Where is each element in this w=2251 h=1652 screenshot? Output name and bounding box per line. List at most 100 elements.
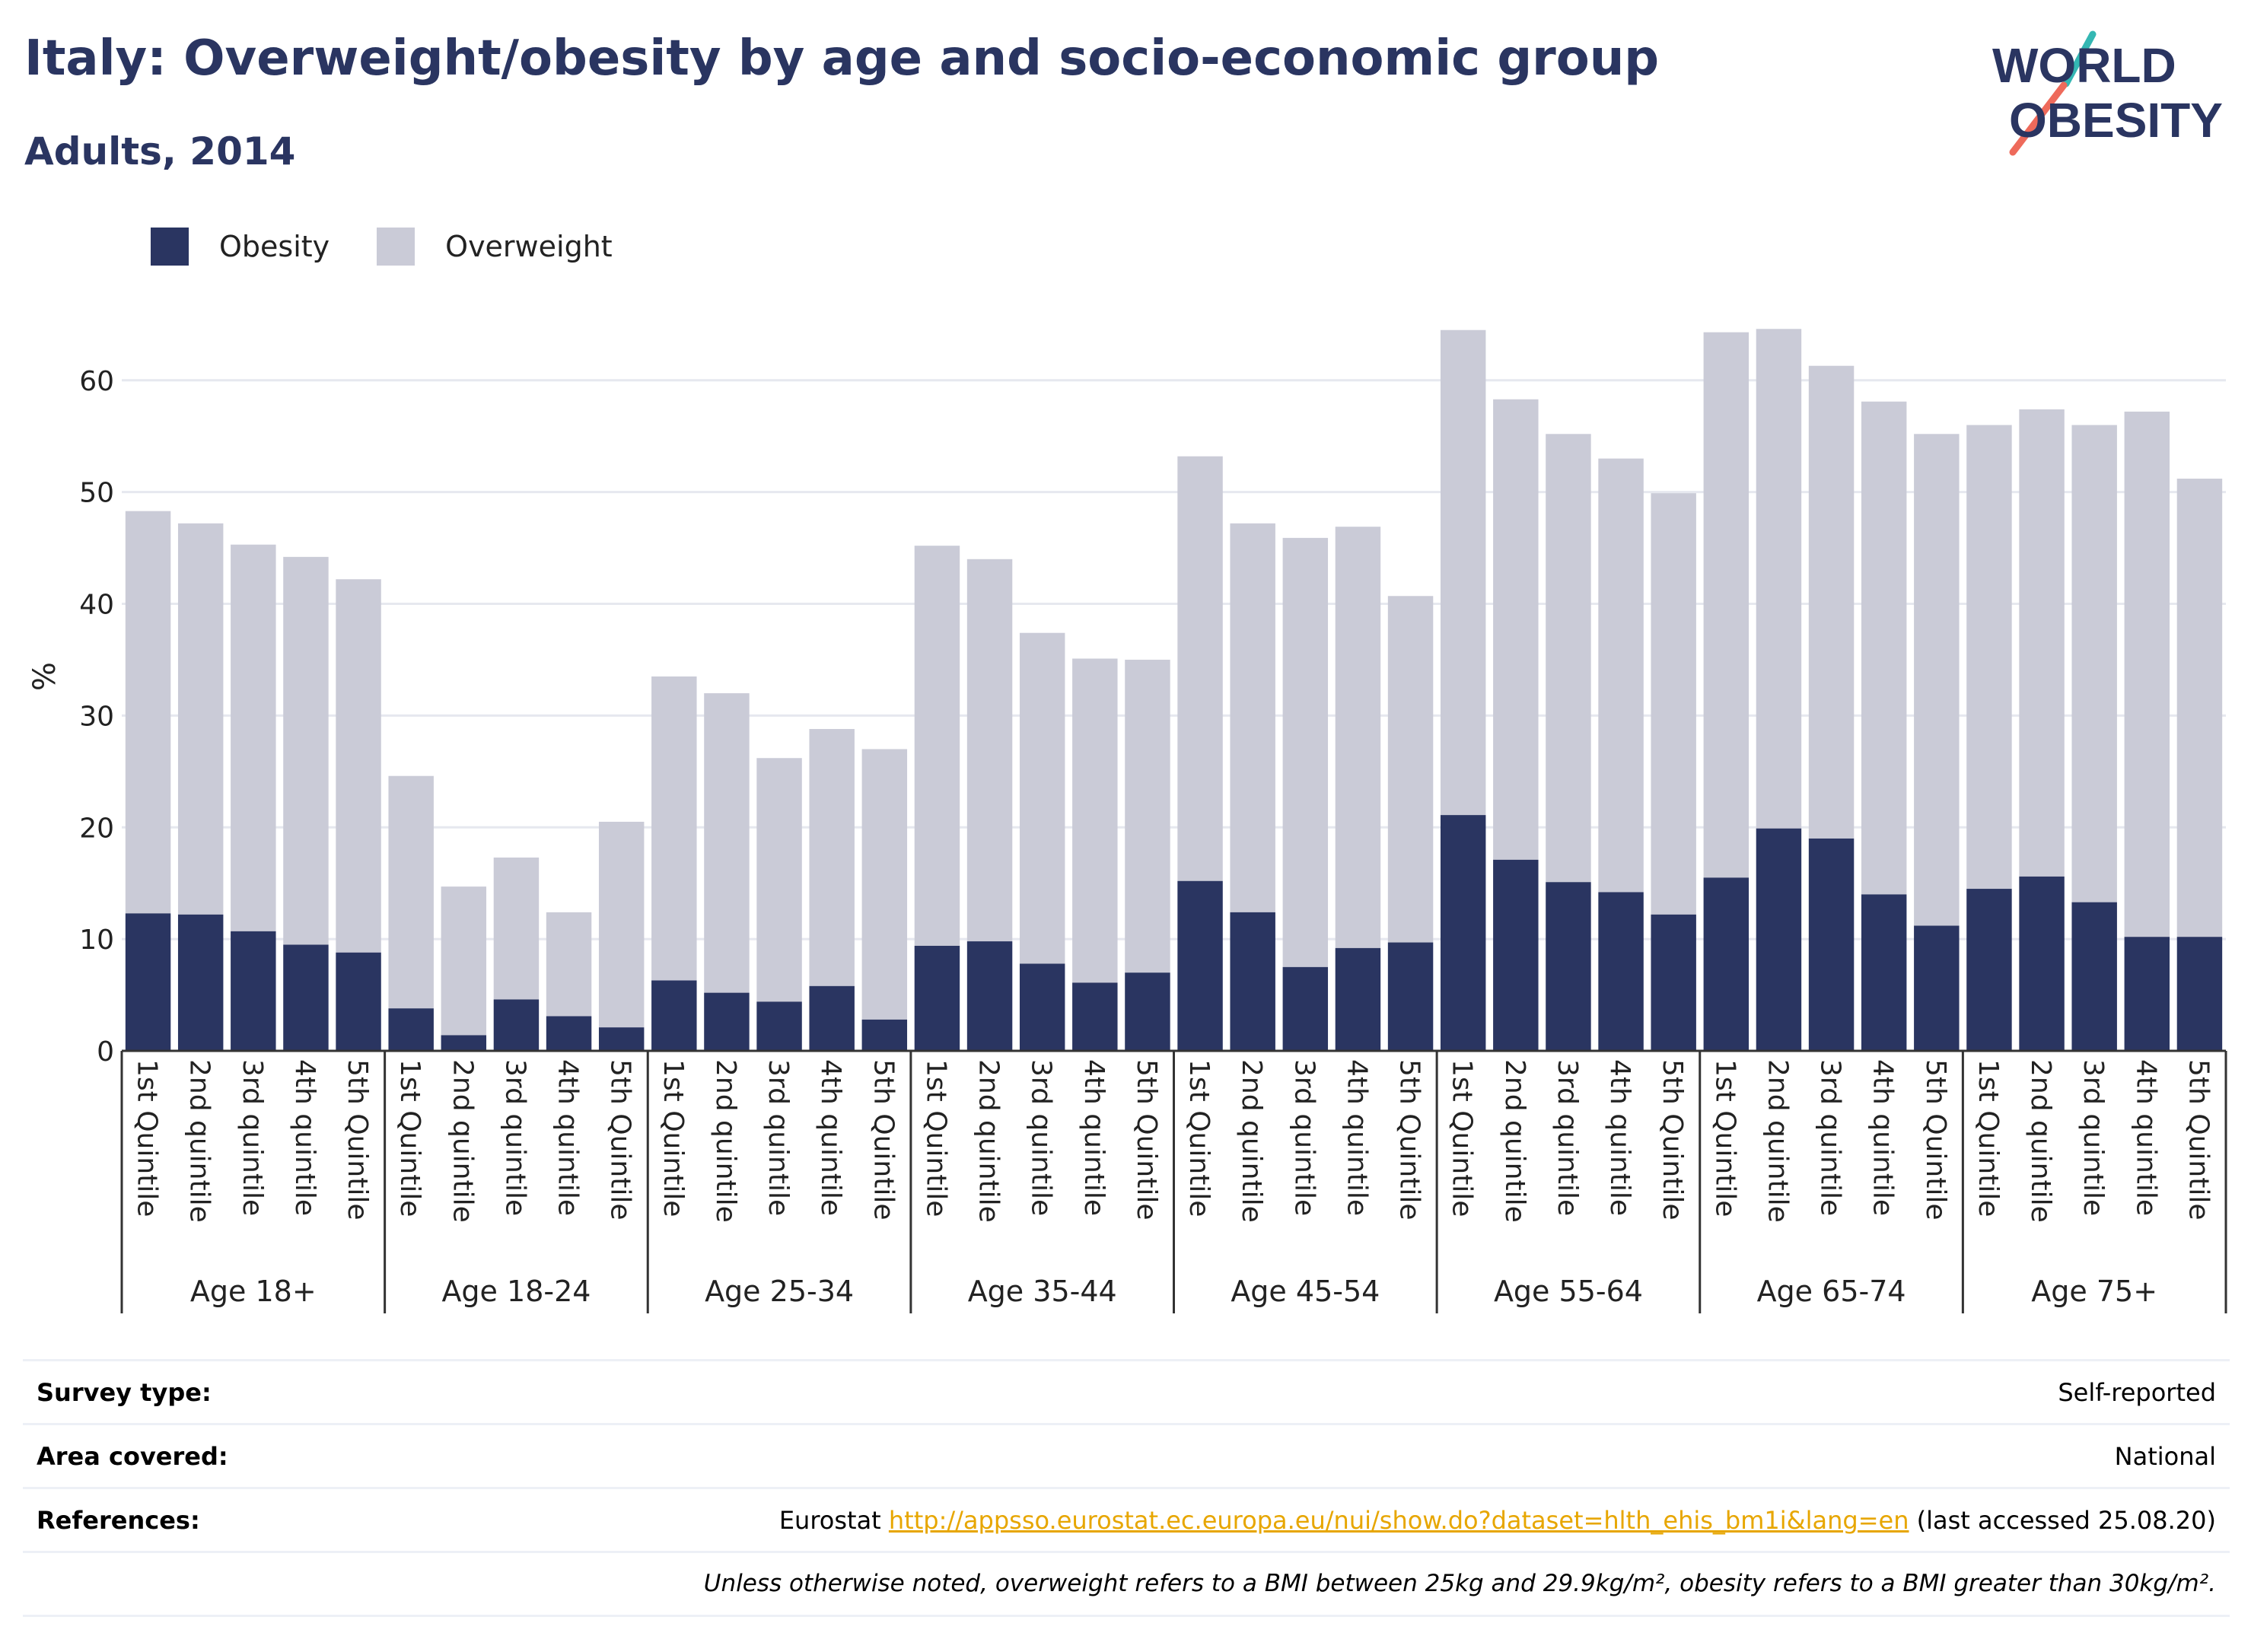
y-tick-label: 60 (79, 366, 114, 397)
x-category-label: 5th Quintile (1394, 1059, 1425, 1221)
x-category-label: 2nd quintile (1499, 1059, 1530, 1223)
bar-overweight (861, 749, 908, 1020)
bar-obesity (1493, 859, 1539, 1051)
bar-obesity (546, 1016, 592, 1051)
bar-overweight (1440, 329, 1486, 816)
x-category-label: 1st Quintile (1972, 1059, 2004, 1217)
bar-overweight (1282, 537, 1329, 967)
info-table: Survey type: Self-reported Area covered:… (23, 1359, 2230, 1617)
x-group-label: Age 18-24 (441, 1275, 591, 1308)
bar-overweight (2176, 479, 2223, 937)
x-category-label: 3rd quintile (499, 1059, 530, 1216)
x-category-label: 1st Quintile (1447, 1059, 1478, 1217)
x-category-label: 4th quintile (1604, 1059, 1635, 1216)
bar-obesity (2071, 902, 2117, 1051)
bar-obesity (1914, 925, 1960, 1051)
info-row-area: Area covered: National (23, 1423, 2230, 1487)
bar-overweight (2071, 425, 2117, 902)
bar-obesity (441, 1035, 487, 1051)
bar-overweight (493, 857, 540, 1000)
bar-obesity (2019, 876, 2065, 1051)
x-category-label: 3rd quintile (2077, 1059, 2109, 1216)
bar-obesity (1546, 882, 1591, 1051)
x-category-label: 5th Quintile (868, 1059, 899, 1221)
x-category-label: 5th Quintile (1131, 1059, 1162, 1221)
bar-overweight (388, 775, 434, 1009)
x-category-label: 5th Quintile (605, 1059, 636, 1221)
bar-obesity (809, 985, 855, 1051)
bar-obesity (1019, 963, 1065, 1051)
bar-overweight (1598, 458, 1644, 893)
x-category-label: 3rd quintile (237, 1059, 268, 1216)
bar-overweight (177, 523, 224, 915)
x-category-label: 3rd quintile (1288, 1059, 1320, 1216)
info-row-references: References: Eurostat http://appsso.euros… (23, 1487, 2230, 1551)
area-covered-value: National (2114, 1442, 2216, 1471)
logo-text-obesity: OBESITY (2009, 93, 2223, 148)
bar-overweight (2124, 411, 2170, 937)
bar-obesity (2176, 937, 2223, 1051)
legend-swatch-obesity (151, 228, 189, 266)
bar-overweight (1493, 399, 1539, 860)
bar-overweight (336, 579, 381, 953)
x-category-label: 1st Quintile (132, 1059, 163, 1217)
bar-obesity (966, 941, 1013, 1051)
legend-swatch-overweight (377, 228, 415, 266)
legend-label-obesity: Obesity (219, 230, 330, 263)
bar-obesity (1703, 877, 1750, 1051)
bar-overweight (809, 729, 855, 986)
x-group-label: Age 45-54 (1231, 1275, 1380, 1308)
x-category-label: 2nd quintile (973, 1059, 1005, 1223)
bar-obesity (1861, 894, 1907, 1051)
bar-overweight (283, 556, 329, 945)
bar-overweight (1808, 365, 1855, 839)
bar-overweight (125, 511, 171, 914)
bar-overweight (1914, 434, 1960, 926)
bar-overweight (1966, 425, 2012, 890)
bar-overweight (704, 693, 750, 993)
x-category-label: 4th quintile (815, 1059, 846, 1216)
x-category-label: 2nd quintile (710, 1059, 741, 1223)
x-category-label: 3rd quintile (763, 1059, 794, 1216)
y-tick-label: 0 (97, 1036, 114, 1068)
chart-subtitle: Adults, 2014 (24, 129, 296, 173)
bar-obesity (1756, 828, 1802, 1051)
bar-obesity (336, 952, 381, 1051)
chart-title: Italy: Overweight/obesity by age and soc… (24, 30, 1660, 87)
bar-obesity (704, 992, 750, 1051)
bar-obesity (861, 1019, 908, 1051)
bar-overweight (441, 886, 487, 1036)
references-value: Eurostat http://appsso.eurostat.ec.europ… (779, 1506, 2216, 1535)
legend-item-overweight: Overweight (377, 228, 613, 266)
bar-overweight (1546, 434, 1591, 883)
references-prefix: Eurostat (778, 1506, 889, 1535)
x-category-label: 2nd quintile (1762, 1059, 1793, 1223)
bar-overweight (1387, 596, 1434, 943)
bar-obesity (1651, 914, 1696, 1051)
bar-obesity (388, 1008, 434, 1051)
x-category-label: 1st Quintile (920, 1059, 951, 1217)
x-group-label: Age 35-44 (968, 1275, 1117, 1308)
area-covered-label: Area covered: (37, 1442, 228, 1471)
bar-obesity (1072, 982, 1118, 1051)
world-obesity-logo: WORLD OBESITY (1992, 30, 2223, 156)
bar-obesity (231, 931, 276, 1051)
info-row-note: Unless otherwise noted, overweight refer… (23, 1551, 2230, 1617)
bar-obesity (598, 1027, 645, 1051)
y-tick-label: 40 (79, 590, 114, 621)
bar-overweight (1125, 659, 1170, 973)
survey-type-label: Survey type: (37, 1378, 212, 1407)
x-group-label: Age 25-34 (705, 1275, 854, 1308)
x-category-label: 5th Quintile (342, 1059, 373, 1221)
x-group-label: Age 65-74 (1757, 1275, 1906, 1308)
bar-obesity (1335, 947, 1381, 1051)
legend-label-overweight: Overweight (445, 230, 613, 263)
x-category-label: 2nd quintile (184, 1059, 215, 1223)
logo-text-world: WORLD (1992, 38, 2176, 93)
info-row-survey: Survey type: Self-reported (23, 1359, 2230, 1423)
bar-obesity (1598, 892, 1644, 1051)
x-category-label: 5th Quintile (2183, 1059, 2214, 1221)
references-link[interactable]: http://appsso.eurostat.ec.europa.eu/nui/… (888, 1506, 1909, 1535)
x-category-label: 4th quintile (1341, 1059, 1372, 1216)
bar-obesity (914, 945, 960, 1051)
